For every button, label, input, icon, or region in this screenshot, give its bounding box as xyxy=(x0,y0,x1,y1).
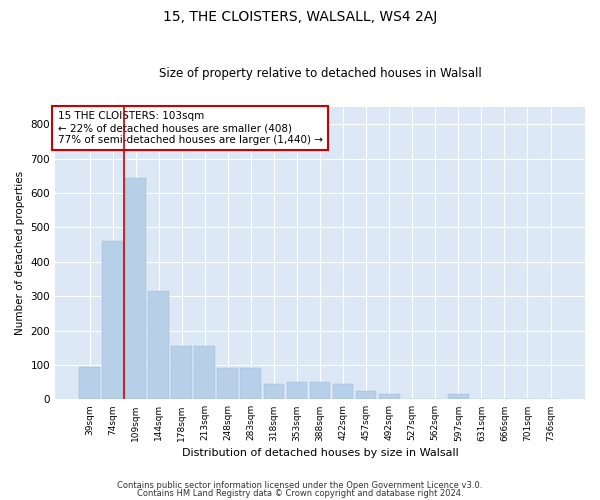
Bar xyxy=(102,241,123,400)
Bar xyxy=(332,384,353,400)
Bar xyxy=(194,346,215,400)
Bar xyxy=(148,291,169,400)
Bar xyxy=(263,384,284,400)
Bar xyxy=(217,368,238,400)
Bar xyxy=(448,394,469,400)
Bar xyxy=(287,382,307,400)
Bar xyxy=(172,346,192,400)
Text: Contains HM Land Registry data © Crown copyright and database right 2024.: Contains HM Land Registry data © Crown c… xyxy=(137,488,463,498)
Title: Size of property relative to detached houses in Walsall: Size of property relative to detached ho… xyxy=(158,66,481,80)
Y-axis label: Number of detached properties: Number of detached properties xyxy=(15,171,25,335)
Bar xyxy=(241,368,261,400)
Bar xyxy=(79,366,100,400)
Bar xyxy=(379,394,400,400)
Bar xyxy=(356,390,376,400)
Bar xyxy=(310,382,331,400)
Text: Contains public sector information licensed under the Open Government Licence v3: Contains public sector information licen… xyxy=(118,481,482,490)
Text: 15, THE CLOISTERS, WALSALL, WS4 2AJ: 15, THE CLOISTERS, WALSALL, WS4 2AJ xyxy=(163,10,437,24)
Bar xyxy=(125,178,146,400)
X-axis label: Distribution of detached houses by size in Walsall: Distribution of detached houses by size … xyxy=(182,448,458,458)
Text: 15 THE CLOISTERS: 103sqm
← 22% of detached houses are smaller (408)
77% of semi-: 15 THE CLOISTERS: 103sqm ← 22% of detach… xyxy=(58,112,323,144)
